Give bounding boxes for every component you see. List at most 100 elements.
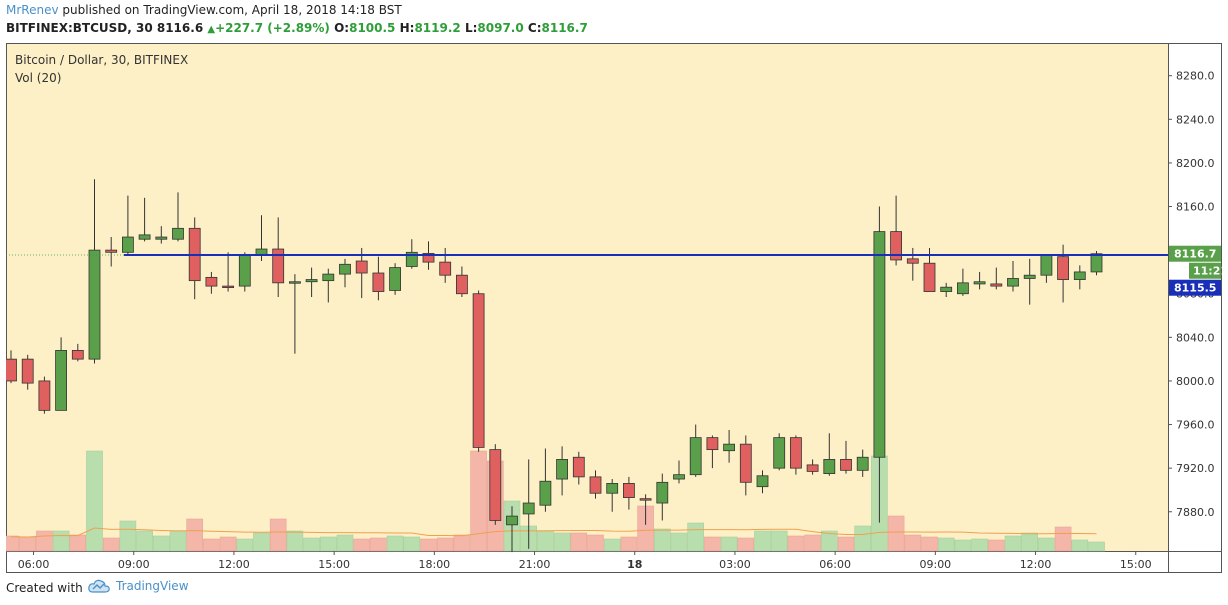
candle[interactable] <box>55 337 67 411</box>
candle[interactable] <box>172 192 184 242</box>
x-tick-label: 21:00 <box>519 558 551 571</box>
candle[interactable] <box>957 268 969 296</box>
tradingview-cloud-icon <box>88 579 110 593</box>
candle[interactable] <box>940 282 953 297</box>
candle[interactable] <box>305 267 318 297</box>
candle[interactable] <box>472 290 485 452</box>
volume-bar <box>804 534 821 552</box>
candle[interactable] <box>489 444 502 525</box>
candle-body <box>973 281 986 285</box>
close-value: 8116.7 <box>541 21 588 35</box>
x-tick-label: 12:00 <box>1020 558 1052 571</box>
candle[interactable] <box>706 435 719 469</box>
candle[interactable] <box>38 376 51 414</box>
candle[interactable] <box>656 473 669 521</box>
candle[interactable] <box>389 263 402 295</box>
volume-bar <box>219 536 237 552</box>
candle[interactable] <box>439 247 452 283</box>
price-chart[interactable]: 7880.07920.07960.08000.08040.08080.08120… <box>6 43 1222 573</box>
candle[interactable] <box>689 424 702 477</box>
candle-body <box>572 456 585 478</box>
volume-bar <box>553 532 571 552</box>
candle[interactable] <box>973 271 986 290</box>
low-value: 8097.0 <box>477 21 524 35</box>
tradingview-link[interactable]: TradingView <box>88 579 189 593</box>
candle-body <box>673 474 685 480</box>
candle[interactable] <box>138 197 151 242</box>
candle[interactable] <box>1073 265 1086 290</box>
candle[interactable] <box>606 479 619 512</box>
candle[interactable] <box>155 226 168 244</box>
candle[interactable] <box>1007 261 1019 292</box>
created-with-text: Created with <box>6 581 83 595</box>
symbol-label: BITFINEX:BTCUSD, 30 <box>6 21 153 35</box>
candle[interactable] <box>990 267 1003 290</box>
candle[interactable] <box>572 451 585 485</box>
candle[interactable] <box>238 252 251 292</box>
volume-bar <box>537 530 554 552</box>
candle[interactable] <box>790 435 802 475</box>
candle[interactable] <box>556 446 568 496</box>
candle[interactable] <box>372 256 385 301</box>
candle[interactable] <box>6 350 17 384</box>
candle[interactable] <box>105 237 118 267</box>
candle[interactable] <box>723 429 735 463</box>
candle[interactable] <box>205 271 218 294</box>
candle[interactable] <box>322 268 335 303</box>
author-link[interactable]: MrRenev <box>6 3 59 17</box>
candle[interactable] <box>806 459 819 475</box>
candle[interactable] <box>506 506 518 553</box>
candle[interactable] <box>122 195 134 256</box>
candle[interactable] <box>222 252 235 292</box>
candle[interactable] <box>639 494 652 525</box>
volume-legend[interactable]: Vol (20) <box>15 71 62 85</box>
plot-area[interactable] <box>6 43 1168 551</box>
candle[interactable] <box>71 343 84 362</box>
candle[interactable] <box>856 449 869 477</box>
candle[interactable] <box>288 274 301 354</box>
candle-body <box>623 483 635 498</box>
volume-bar <box>86 450 103 552</box>
candle[interactable] <box>339 258 351 288</box>
candle[interactable] <box>823 433 836 476</box>
candle-body <box>890 231 902 261</box>
candle[interactable] <box>272 217 285 297</box>
candle-body <box>790 437 802 469</box>
last-price-tag <box>1169 245 1221 262</box>
last-price: 8116.6 <box>156 21 204 35</box>
x-tick-label: 06:00 <box>819 558 851 571</box>
candle[interactable] <box>1023 258 1036 305</box>
candle-body <box>589 476 602 494</box>
candle[interactable] <box>522 459 535 549</box>
candle[interactable] <box>890 195 902 266</box>
candle[interactable] <box>873 206 886 523</box>
candle[interactable] <box>773 433 786 471</box>
volume-bar <box>286 530 304 552</box>
up-arrow-icon: ▲ <box>207 24 216 35</box>
candle[interactable] <box>88 179 101 364</box>
volume-bar <box>153 535 170 552</box>
candle[interactable] <box>840 440 852 474</box>
candle[interactable] <box>756 470 769 494</box>
x-tick-label: 12:00 <box>218 558 250 571</box>
candle[interactable] <box>739 435 752 496</box>
volume-bar <box>787 535 805 552</box>
candle-body <box>606 483 619 494</box>
candle-body <box>806 464 819 472</box>
candle[interactable] <box>405 239 418 269</box>
candle[interactable] <box>623 476 635 510</box>
candle[interactable] <box>21 354 34 390</box>
volume-bar <box>837 536 855 552</box>
candle[interactable] <box>589 470 602 499</box>
volume-bar <box>119 520 137 552</box>
candle[interactable] <box>455 266 468 297</box>
series-legend[interactable]: Bitcoin / Dollar, 30, BITFINEX <box>15 53 189 67</box>
candle[interactable] <box>539 448 552 512</box>
candle[interactable] <box>355 247 368 299</box>
close-label: C: <box>527 21 542 35</box>
countdown-label: 11:21 <box>1193 265 1222 278</box>
candle-body <box>288 281 301 284</box>
candle[interactable] <box>906 247 919 281</box>
volume-bar <box>69 534 87 552</box>
candle[interactable] <box>673 460 685 484</box>
